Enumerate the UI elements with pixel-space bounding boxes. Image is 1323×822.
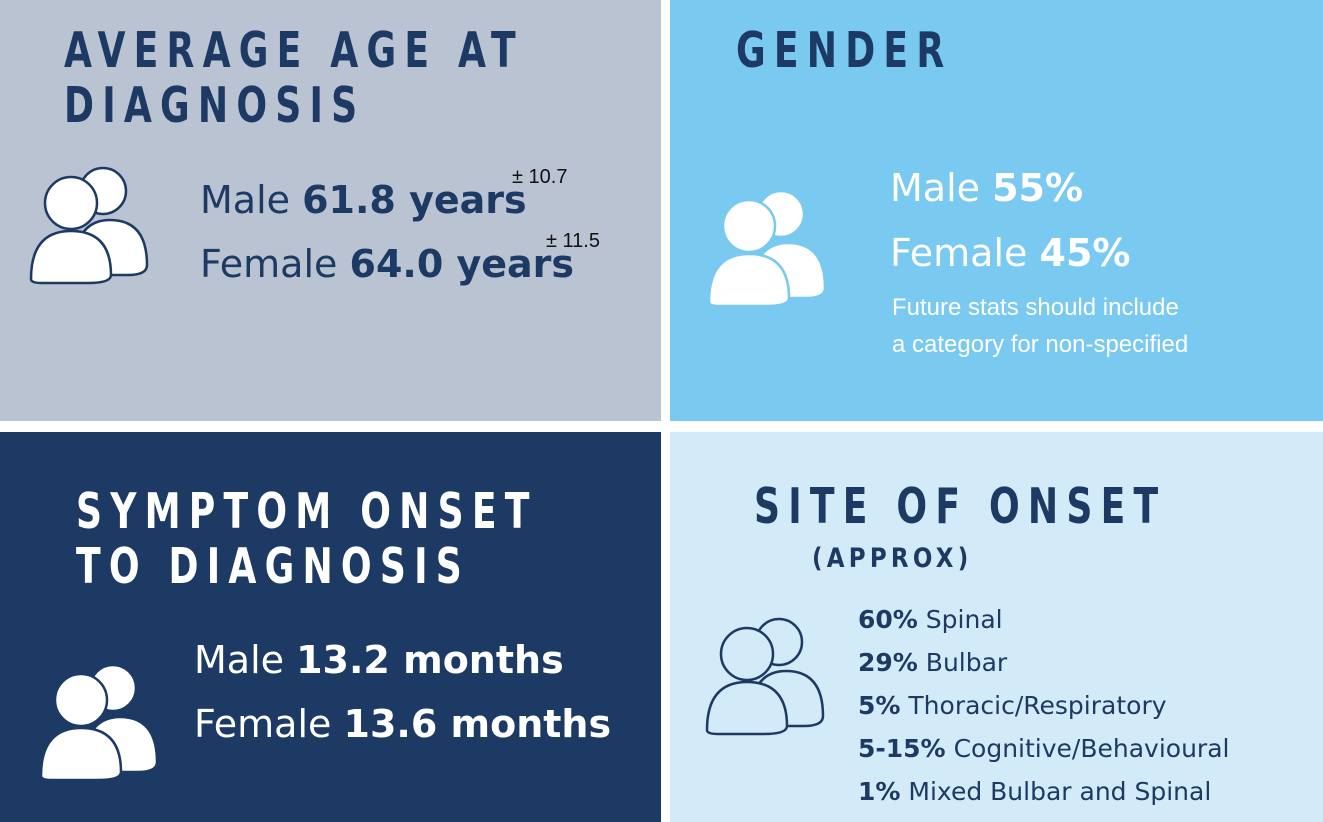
people-icon [707, 189, 827, 308]
people-icon [29, 166, 149, 285]
list-item: 5-15% Cognitive/Behavioural [858, 734, 1230, 763]
site-of-onset-title: SITE OF ONSET [754, 478, 1167, 535]
female-onset-duration: Female 13.6 months [194, 702, 612, 746]
people-icon [705, 617, 825, 736]
male-age-sd: ± 10.7 [512, 166, 568, 188]
symptom-onset-panel: SYMPTOM ONSET TO DIAGNOSIS Male 13.2 mon… [0, 432, 661, 822]
gender-title: GENDER [736, 22, 953, 79]
site-of-onset-panel: SITE OF ONSET (APPROX) 60% Spinal 29% Bu… [670, 432, 1323, 822]
gender-note: Future stats should include a category f… [892, 294, 1189, 358]
male-onset-duration: Male 13.2 months [194, 638, 564, 682]
list-item: 1% Mixed Bulbar and Spinal [858, 777, 1212, 806]
male-average-age: Male 61.8 years [200, 178, 527, 222]
average-age-title: AVERAGE AGE AT DIAGNOSIS [64, 22, 524, 134]
female-percentage: Female 45% [890, 231, 1131, 275]
male-percentage: Male 55% [890, 166, 1084, 210]
symptom-onset-title: SYMPTOM ONSET TO DIAGNOSIS [76, 483, 538, 595]
people-icon [39, 663, 159, 782]
site-of-onset-subtitle: (APPROX) [812, 543, 973, 574]
site-of-onset-list: 60% Spinal 29% Bulbar 5% Thoracic/Respir… [858, 598, 1229, 813]
female-age-sd: ± 11.5 [546, 230, 600, 252]
list-item: 60% Spinal [858, 605, 1003, 634]
average-age-panel: AVERAGE AGE AT DIAGNOSIS Male 61.8 years… [0, 0, 661, 421]
gender-panel: GENDER Male 55% Female 45% Future stats … [670, 0, 1323, 421]
list-item: 29% Bulbar [858, 648, 1008, 677]
female-average-age: Female 64.0 years [200, 242, 575, 286]
list-item: 5% Thoracic/Respiratory [858, 691, 1167, 720]
